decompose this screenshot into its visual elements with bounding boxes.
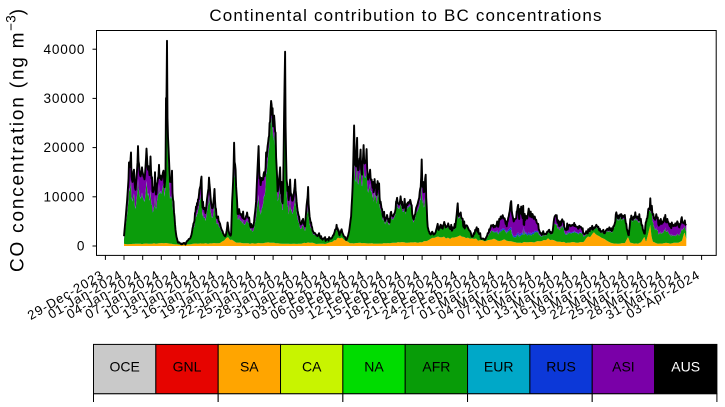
svg-text:EUR: EUR: [484, 359, 514, 375]
svg-text:AUS: AUS: [671, 359, 700, 375]
svg-text:GNL: GNL: [173, 359, 202, 375]
svg-text:CO concentration (ng m−3): CO concentration (ng m−3): [4, 9, 29, 272]
svg-text:CA: CA: [302, 359, 322, 375]
svg-text:OCE: OCE: [110, 359, 140, 375]
svg-text:0: 0: [77, 239, 85, 254]
svg-text:10000: 10000: [43, 189, 85, 204]
svg-text:40000: 40000: [43, 42, 85, 57]
svg-text:30000: 30000: [43, 91, 85, 106]
svg-text:ASI: ASI: [612, 359, 635, 375]
svg-text:RUS: RUS: [546, 359, 576, 375]
svg-text:Continental contribution to BC: Continental contribution to BC concentra…: [209, 6, 602, 25]
svg-text:SA: SA: [240, 359, 259, 375]
svg-text:20000: 20000: [43, 140, 85, 155]
svg-text:NA: NA: [364, 359, 384, 375]
svg-text:AFR: AFR: [422, 359, 450, 375]
